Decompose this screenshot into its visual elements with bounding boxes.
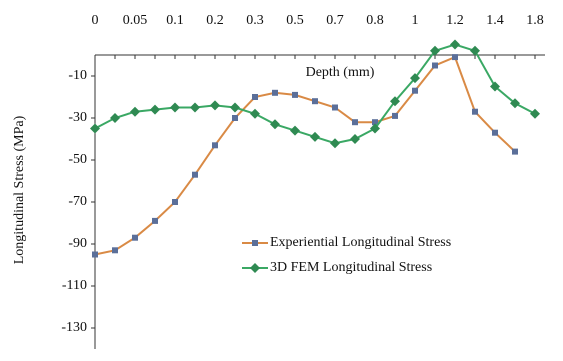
data-point (530, 108, 540, 119)
y-tick-label: -70 (68, 194, 87, 209)
data-point (150, 104, 160, 115)
data-point (430, 45, 440, 56)
y-tick-label: -130 (61, 320, 87, 335)
data-point (510, 98, 520, 109)
x-tick-label: 0.7 (326, 13, 344, 28)
x-tick-label: 1 (412, 13, 419, 28)
x-tick-label: 0.3 (246, 13, 264, 28)
data-point (452, 54, 458, 61)
data-point (450, 39, 460, 50)
data-point (372, 119, 378, 126)
x-tick-label: 1.8 (526, 13, 544, 28)
y-tick-label: -10 (68, 68, 87, 83)
data-point (350, 134, 360, 144)
x-tick-label: 0.05 (123, 13, 148, 28)
data-point (492, 129, 498, 136)
x-tick-label: 0.8 (366, 13, 384, 28)
y-axis-title: Longitudinal Stress (MPa) (12, 115, 27, 264)
x-tick-label: 0 (92, 13, 99, 28)
data-point (332, 104, 338, 111)
data-point (472, 108, 478, 115)
data-point (490, 81, 500, 92)
data-point (470, 45, 480, 56)
data-point (410, 73, 420, 84)
data-point (190, 102, 200, 113)
data-point (272, 89, 278, 96)
series-line (94, 55, 516, 256)
data-point (330, 138, 340, 149)
data-point (352, 119, 358, 126)
data-point (390, 96, 400, 107)
data-point (312, 98, 318, 105)
data-point (230, 102, 240, 113)
y-tick-label: -30 (68, 110, 87, 125)
x-tick-label: 0.1 (166, 13, 184, 28)
data-point (290, 125, 300, 136)
data-point (252, 94, 258, 100)
data-point (170, 102, 180, 113)
legend-marker (252, 240, 258, 246)
data-point (92, 251, 98, 258)
data-point (292, 91, 298, 98)
y-tick-label: -90 (68, 236, 87, 251)
data-point (250, 108, 260, 119)
legend-marker (250, 263, 260, 273)
x-axis-title: Depth (mm) (306, 65, 375, 80)
data-point (310, 131, 320, 142)
y-tick-label: -50 (68, 152, 87, 167)
x-tick-label: 1.2 (446, 13, 464, 28)
data-point (412, 87, 418, 94)
data-point (132, 234, 138, 241)
x-tick-label: 0.2 (206, 13, 224, 28)
x-tick-label: 0.5 (286, 13, 304, 28)
data-point (370, 123, 380, 134)
y-tick-label: -110 (62, 278, 87, 293)
data-point (432, 62, 438, 69)
data-point (392, 112, 398, 119)
legend-label: Experiential Longitudinal Stress (270, 235, 451, 250)
data-point (112, 247, 118, 254)
legend-label: 3D FEM Longitudinal Stress (270, 260, 432, 275)
data-point (512, 148, 518, 155)
data-point (210, 100, 220, 111)
data-point (270, 119, 280, 130)
data-point (152, 217, 158, 224)
data-point (212, 142, 218, 149)
data-point (90, 123, 100, 134)
data-point (110, 113, 120, 123)
x-tick-label: 1.4 (486, 13, 504, 28)
data-point (232, 115, 238, 121)
data-point (172, 199, 178, 205)
data-point (192, 171, 198, 178)
data-point (130, 106, 140, 117)
